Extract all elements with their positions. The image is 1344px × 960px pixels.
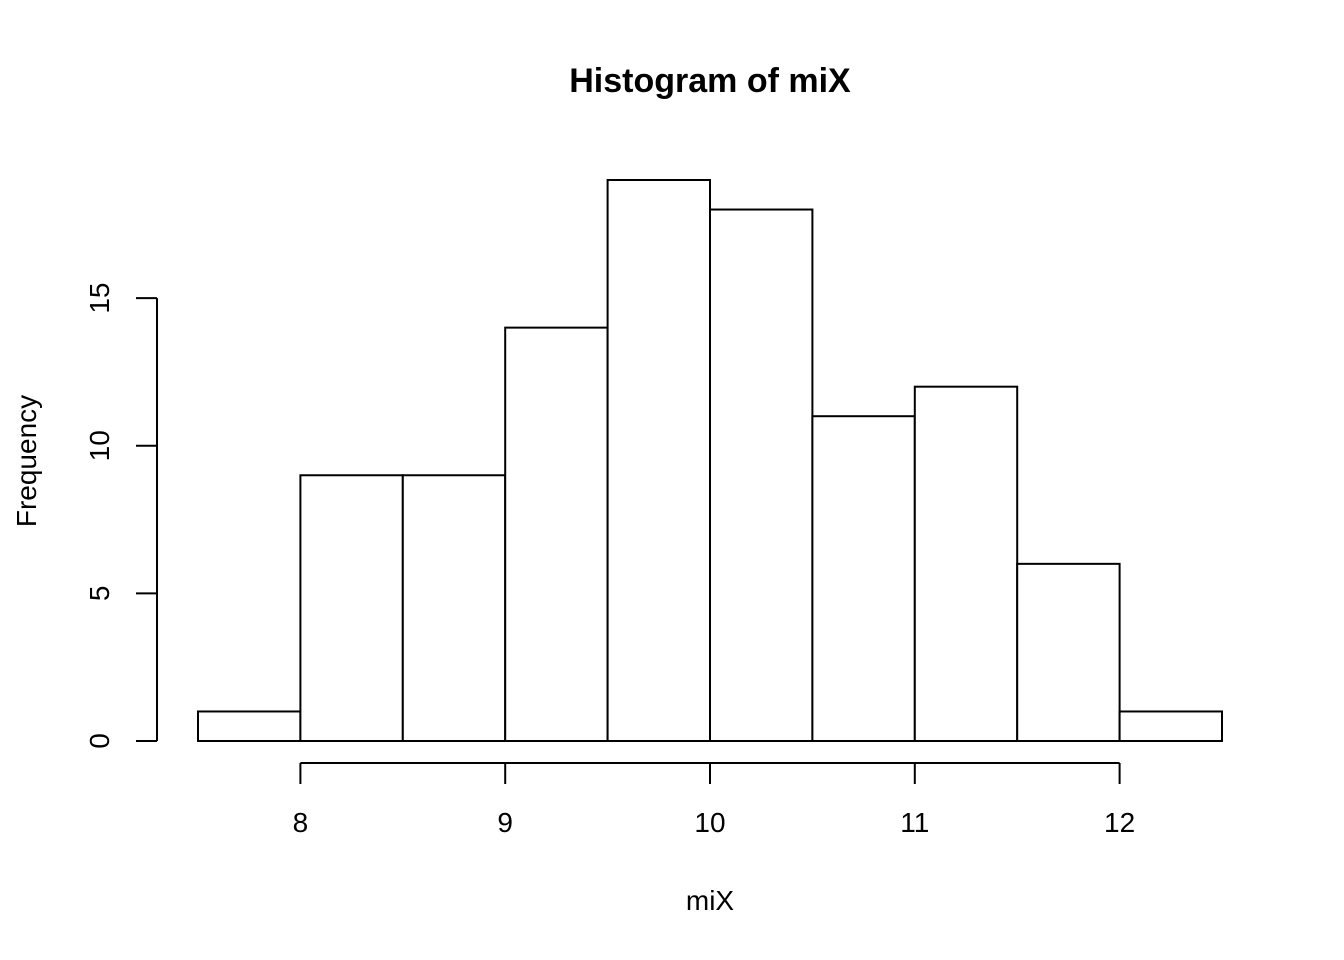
y-axis: 0 5 10 15 (84, 283, 158, 749)
chart-title: Histogram of miX (569, 62, 851, 100)
y-tick-label: 0 (84, 733, 115, 749)
y-tick-label: 5 (84, 586, 115, 602)
histogram-bar (504, 326, 609, 742)
x-tick-label: 11 (900, 807, 929, 838)
histogram-bar (1016, 562, 1121, 742)
y-axis-label: Frequency (11, 395, 42, 527)
bars-group (197, 179, 1223, 743)
y-tick-label: 15 (84, 283, 115, 314)
x-tick-label: 8 (293, 807, 309, 838)
y-tick-label: 10 (84, 430, 115, 461)
x-axis-label: miX (686, 885, 735, 916)
histogram-bar (197, 710, 302, 743)
histogram-bar (709, 208, 814, 743)
histogram-bar (299, 474, 404, 742)
x-tick-label: 9 (497, 807, 513, 838)
x-tick-label: 10 (694, 807, 725, 838)
histogram-bar (1118, 710, 1223, 743)
histogram-bar (913, 385, 1019, 742)
x-tick-label: 12 (1104, 807, 1135, 838)
histogram-bar (811, 415, 916, 742)
histogram-bar (401, 474, 507, 742)
x-axis: 8 9 10 11 12 (293, 762, 1135, 838)
histogram-bar (606, 179, 711, 742)
